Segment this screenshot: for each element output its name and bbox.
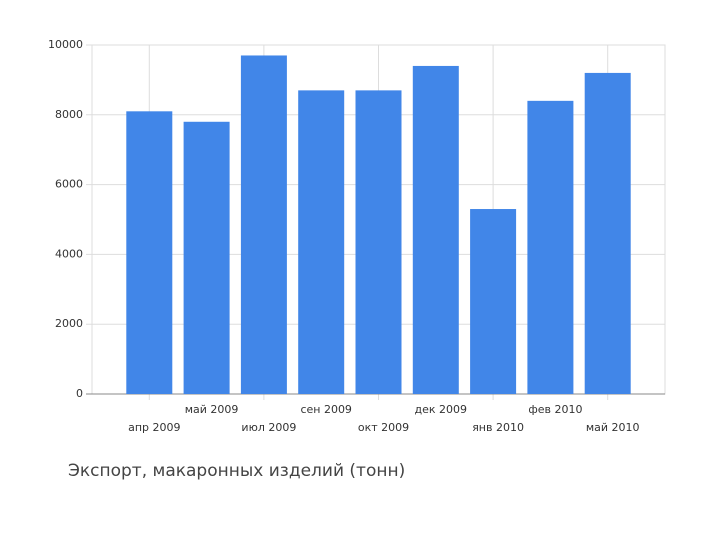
chart-title: Экспорт, макаронных изделий (тонн) <box>68 461 405 481</box>
x-tick-label: апр 2009 <box>128 421 180 434</box>
x-tick-label: сен 2009 <box>300 403 352 416</box>
y-tick-label: 0 <box>76 387 83 400</box>
bar <box>355 90 402 395</box>
y-tick-label: 8000 <box>55 108 83 121</box>
bar <box>240 55 287 394</box>
bar <box>298 90 345 395</box>
x-tick-label: янв 2010 <box>472 421 524 434</box>
bar <box>183 121 230 394</box>
y-tick-label: 4000 <box>55 247 83 260</box>
bar <box>470 209 517 394</box>
x-tick-label: фев 2010 <box>528 403 582 416</box>
y-tick-label: 6000 <box>55 178 83 191</box>
bar <box>412 65 459 394</box>
y-tick-label: 10000 <box>48 38 83 51</box>
bar <box>584 72 631 395</box>
x-tick-label: дек 2009 <box>415 403 468 416</box>
x-tick-label: май 2010 <box>586 421 640 434</box>
y-tick-label: 2000 <box>55 317 83 330</box>
bar <box>126 111 173 394</box>
bar <box>527 100 574 394</box>
x-tick-label: июл 2009 <box>241 421 296 434</box>
x-tick-label: окт 2009 <box>358 421 409 434</box>
x-tick-label: май 2009 <box>185 403 239 416</box>
